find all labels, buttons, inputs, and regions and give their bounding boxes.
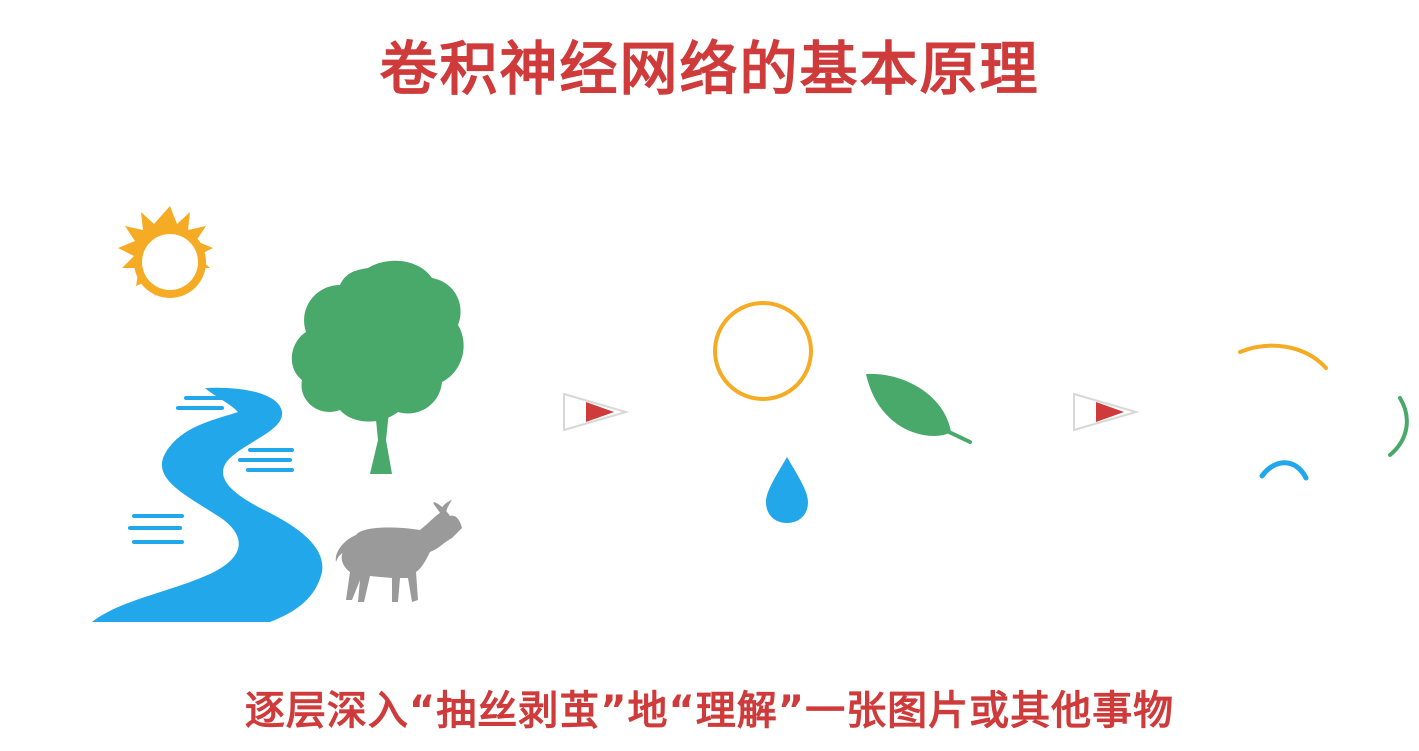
circle-outline-icon <box>713 301 813 401</box>
slide-caption: 逐层深入“抽丝剥茧”地“理解”一张图片或其他事物 <box>244 688 1175 734</box>
river-icon <box>92 387 323 622</box>
leaf-icon <box>866 373 972 444</box>
water-drop-icon <box>766 457 808 523</box>
blue-arc-icon <box>1259 460 1309 481</box>
tree-icon <box>291 260 464 474</box>
sun-icon <box>118 206 213 298</box>
right-arrow-icon[interactable] <box>563 392 630 432</box>
green-arc-icon <box>1388 396 1409 457</box>
goat-icon <box>335 500 462 602</box>
slide-title: 卷积神经网络的基本原理 <box>379 35 1040 103</box>
orange-arc-icon <box>1238 343 1328 370</box>
right-arrow-icon[interactable] <box>1073 392 1140 432</box>
